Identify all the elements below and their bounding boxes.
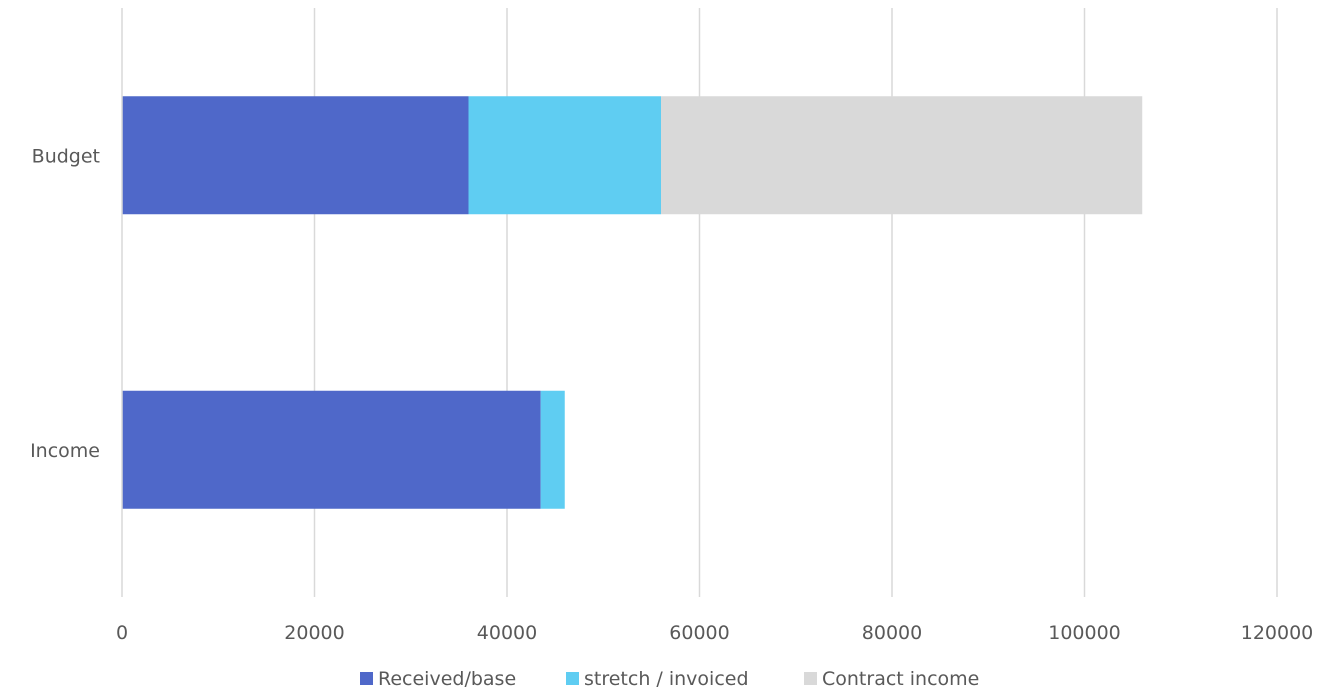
bar-budget-received-base	[122, 96, 469, 215]
bar-budget-contract-income	[661, 96, 1143, 215]
bar-budget-stretch-invoiced	[468, 96, 661, 215]
category-labels: Budget Income	[30, 145, 100, 462]
bar-income-stretch-invoiced	[540, 390, 565, 509]
legend-swatch	[804, 672, 817, 685]
bars	[122, 96, 1143, 509]
legend-swatch	[566, 672, 579, 685]
x-tick-label: 20000	[284, 622, 344, 644]
x-tick-label: 0	[116, 622, 128, 644]
x-tick-labels: 0 20000 40000 60000 80000 100000 120000	[116, 622, 1313, 644]
category-label-income: Income	[30, 440, 100, 462]
x-tick-label: 120000	[1241, 622, 1314, 644]
x-tick-label: 40000	[477, 622, 537, 644]
category-label-budget: Budget	[32, 145, 100, 167]
legend-label: Received/base	[378, 668, 516, 690]
legend-label: Contract income	[822, 668, 979, 690]
legend: Received/base stretch / invoiced Contract …	[360, 668, 979, 690]
x-tick-label: 60000	[669, 622, 729, 644]
legend-label: stretch / invoiced	[584, 668, 749, 690]
x-tick-label: 80000	[862, 622, 922, 644]
legend-swatch	[360, 672, 373, 685]
bar-income-received-base	[122, 390, 541, 509]
x-tick-label: 100000	[1048, 622, 1121, 644]
